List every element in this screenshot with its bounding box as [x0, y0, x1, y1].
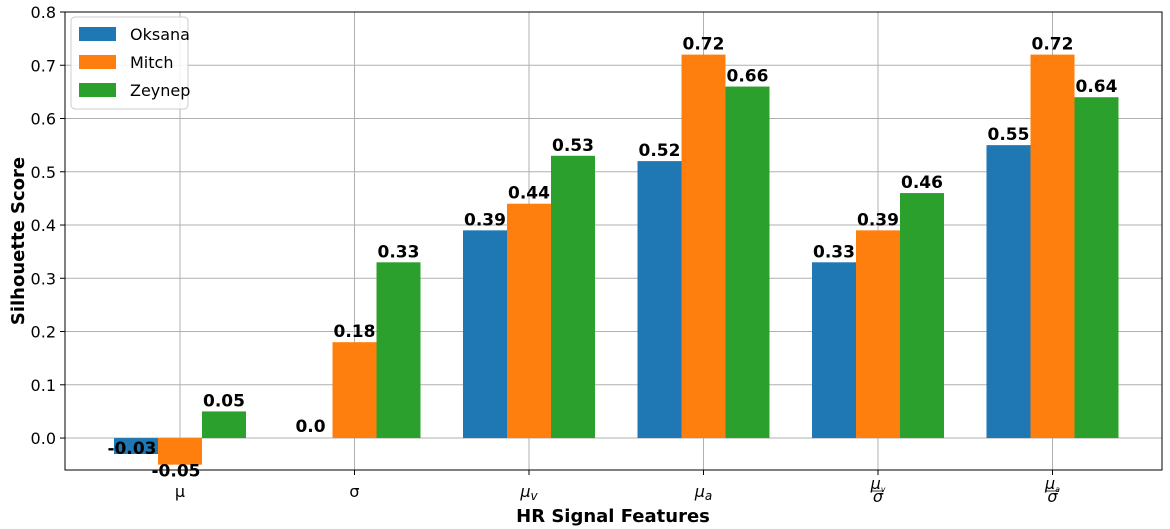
data-label: 0.72 — [683, 35, 725, 55]
data-label: -0.03 — [108, 439, 157, 459]
bar-zeynep — [551, 155, 595, 439]
data-label: 0.39 — [464, 210, 506, 230]
legend-label: Zeynep — [130, 81, 190, 100]
data-label: 0.18 — [334, 322, 376, 342]
x-tick-label: μ — [175, 482, 185, 501]
data-label: 0.55 — [988, 125, 1030, 145]
legend-label: Oksana — [130, 25, 190, 44]
data-label: 0.64 — [1076, 77, 1118, 97]
x-tick-label: μv — [519, 482, 538, 503]
y-axis-title: Silhouette Score — [8, 157, 29, 325]
bar-mitch — [681, 54, 726, 439]
x-tick-label: σ — [1047, 487, 1058, 506]
x-tick-label: σ — [873, 487, 884, 506]
x-axis-title: HR Signal Features — [516, 506, 710, 527]
legend-swatch — [79, 83, 116, 97]
bar-mitch — [856, 230, 900, 439]
y-tick-label: 0.1 — [31, 376, 56, 395]
bar-oksana — [114, 438, 158, 455]
bar-zeynep — [900, 193, 944, 439]
data-label: 0.05 — [203, 391, 245, 411]
data-label: 0.0 — [295, 417, 325, 437]
legend-swatch — [79, 55, 116, 69]
bar-mitch — [332, 342, 377, 439]
y-tick-label: 0.7 — [31, 56, 56, 75]
data-label: 0.33 — [378, 242, 420, 262]
bar-zeynep — [1074, 97, 1119, 439]
bar-oksana — [637, 161, 682, 439]
data-label: 0.72 — [1032, 35, 1074, 55]
y-tick-label: 0.4 — [31, 216, 56, 235]
y-tick-label: 0.2 — [31, 323, 56, 342]
data-label: 0.44 — [508, 184, 550, 204]
legend: Oksana Mitch Zeynep — [70, 16, 190, 110]
y-tick-label: 0.5 — [31, 163, 56, 182]
y-tick-label: 0.8 — [31, 3, 56, 22]
bar-oksana — [812, 262, 856, 439]
plot-frame — [64, 11, 1163, 471]
data-label: -0.05 — [152, 462, 201, 482]
x-tick-label: μa — [694, 482, 713, 503]
bar-zeynep — [376, 262, 421, 439]
bar-oksana — [463, 230, 507, 439]
data-label: 0.46 — [901, 173, 943, 193]
y-tick-label: 0.0 — [31, 429, 56, 448]
data-label: 0.52 — [639, 141, 681, 161]
bars — [114, 54, 1119, 465]
data-label: 0.66 — [727, 67, 769, 87]
data-label: 0.53 — [552, 136, 594, 156]
data-label: 0.39 — [857, 210, 899, 230]
y-tick-label: 0.6 — [31, 110, 56, 129]
bar-mitch — [507, 203, 551, 439]
y-axis-ticks: 0.0 0.1 0.2 0.3 0.4 0.5 0.6 0.7 0.8 — [31, 3, 65, 448]
bar-oksana — [986, 145, 1031, 439]
bar-zeynep — [202, 411, 246, 439]
bar-zeynep — [725, 86, 770, 439]
x-tick-label: σ — [349, 482, 359, 501]
bar-mitch — [1030, 54, 1075, 439]
y-tick-label: 0.3 — [31, 269, 56, 288]
data-label: 0.33 — [813, 242, 855, 262]
data-labels: -0.03 0.0 0.39 0.52 0.33 0.55 -0.05 0.18 0.44 0.7… — [108, 35, 1118, 482]
legend-swatch — [79, 27, 116, 41]
bar-mitch — [158, 438, 202, 465]
legend-label: Mitch — [130, 53, 173, 72]
